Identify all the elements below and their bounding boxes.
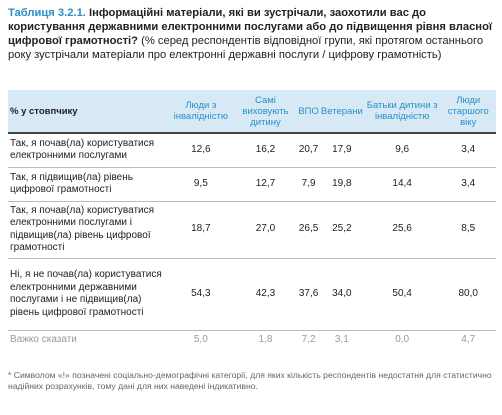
table-row: Так, я почав(ла) користуватися електронн… [8, 133, 496, 168]
cell-value: 9,5 [168, 167, 234, 202]
cell-value: 7,9 [297, 167, 320, 202]
cell-value: 3,1 [334, 334, 349, 345]
table-row: Так, я почав(ла) користуватися електронн… [8, 201, 496, 259]
cell-value: 26,5 [297, 201, 320, 259]
cell-value: 42,3 [233, 258, 298, 331]
table-label: Таблиця 3.2.1. [8, 7, 86, 19]
column-header: Батьки дитини з інвалідністю [363, 90, 441, 134]
table-row: Так, я підвищив(ла) рівень цифрової грам… [8, 167, 496, 202]
column-header: % у стовпчику [8, 90, 168, 134]
cell-value: 34,0 [319, 258, 364, 331]
cell-value: 18,7 [168, 201, 234, 259]
cell-value: 80,0 [440, 258, 496, 331]
cell-value: 25,2 [319, 201, 364, 259]
title-block: Таблиця 3.2.1. Інформаційні матеріали, я… [8, 6, 496, 62]
cell-value: 27,0 [233, 201, 298, 259]
note: (% серед респондентів відповідної групи,… [8, 35, 484, 61]
cell-value: 4,7 [461, 334, 476, 345]
column-header: Ветерани [319, 90, 364, 134]
cell-value: 3,4 [440, 167, 496, 202]
question: Інформаційні матеріали, які ви зустрічал… [8, 7, 493, 47]
row-label: Так, я підвищив(ла) рівень цифрової грам… [8, 167, 168, 202]
cell-value: 9,6 [363, 133, 441, 168]
column-header: ВПО [297, 90, 320, 134]
cell-value: 19,8 [319, 167, 364, 202]
row-label: Ні, я не почав(ла) користуватися електро… [8, 258, 168, 331]
table-row: Ні, я не почав(ла) користуватися електро… [8, 258, 496, 331]
cell-value: 12,6 [168, 133, 234, 168]
cell-value: 5,0 [193, 334, 208, 345]
cell-value: 25,6 [363, 201, 441, 259]
column-header: Люди старшого віку [440, 90, 496, 134]
cell-value: 54,3 [168, 258, 234, 331]
cell-value: 1,8 [258, 334, 273, 345]
cell-value: 37,6 [297, 258, 320, 331]
cell-value: 0,0 [395, 334, 410, 345]
footnote: * Символом «!» позначені соціально-демог… [8, 370, 492, 391]
cell-value: 7,2 [301, 334, 316, 345]
row-label: Так, я почав(ла) користуватися електронн… [8, 133, 168, 168]
cell-value: 8,5 [440, 201, 496, 259]
cell-value: 20,7 [297, 133, 320, 168]
cell-value: 16,2 [233, 133, 298, 168]
row-label: Важко сказати [10, 334, 77, 345]
cell-value: 17,9 [319, 133, 364, 168]
header-row: % у стовпчику Люди з інвалідністю Самі вих… [8, 90, 496, 134]
table-row: Важко сказати 5,0 1,8 7,2 3,1 0,0 4,7 [8, 330, 496, 350]
cell-value: 50,4 [363, 258, 441, 331]
row-label: Так, я почав(ла) користуватися електронн… [8, 201, 168, 259]
data-table: % у стовпчику Люди з інвалідністю Самі вих… [8, 90, 496, 350]
column-header: Самі виховують дитину [233, 90, 298, 134]
cell-value: 12,7 [233, 167, 298, 202]
cell-value: 3,4 [440, 133, 496, 168]
column-header: Люди з інвалідністю [168, 90, 234, 134]
cell-value: 14,4 [363, 167, 441, 202]
